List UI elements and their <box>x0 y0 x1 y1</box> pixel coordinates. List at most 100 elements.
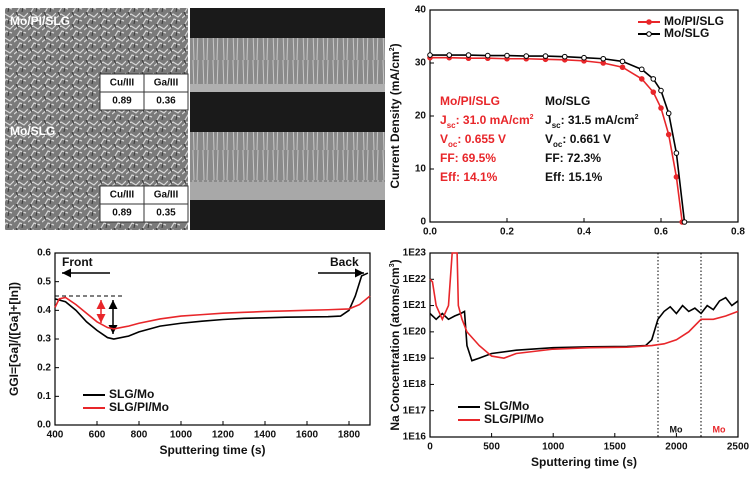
annotation: Eff: 15.1% <box>545 170 603 184</box>
legend-label: Mo/SLG <box>664 26 709 40</box>
text-part: oc <box>448 140 458 149</box>
text-part: : 0.661 V <box>562 132 611 146</box>
y-tick-label: 1E16 <box>403 432 427 443</box>
text-part: Eff: 14.1% <box>440 170 498 184</box>
annotation: Mo/SLG <box>545 94 590 108</box>
x-tick-label: 600 <box>89 430 106 441</box>
sem-cross-section <box>190 132 385 182</box>
text-part: FF: 69.5% <box>440 151 496 165</box>
table-cell: 0.36 <box>156 96 176 107</box>
table-header: Cu/III <box>110 190 135 201</box>
legend-label: SLG/Mo <box>109 387 154 401</box>
x-axis-label: Sputtering time (s) <box>159 443 265 457</box>
y-tick-label: 0.0 <box>37 420 51 431</box>
x-tick-label: 0.6 <box>654 227 668 238</box>
legend-label: SLG/PI/Mo <box>484 412 544 426</box>
point <box>619 58 626 65</box>
y-tick-label: 0.3 <box>37 334 51 345</box>
y-axis-label: GGI=[Ga]/([Ga]+[In]) <box>7 282 21 396</box>
y-tick-label: 0.1 <box>37 391 51 402</box>
point <box>638 76 645 82</box>
table-header: Ga/III <box>154 190 179 201</box>
point <box>600 55 607 62</box>
x-tick-label: 2000 <box>665 442 688 453</box>
sem-cross-section <box>190 38 385 84</box>
x-tick-label: 500 <box>483 442 500 453</box>
text-part: GGI=[Ga]/([Ga]+[In]) <box>7 282 21 396</box>
y-tick-label: 1E18 <box>403 379 427 390</box>
x-tick-label: 1000 <box>170 430 193 441</box>
point <box>673 150 680 156</box>
annotation: Voc: 0.661 V <box>545 132 611 148</box>
legend-label: Mo/PI/SLG <box>664 14 724 28</box>
text-part: oc <box>553 140 563 149</box>
legend-label: SLG/Mo <box>484 399 529 413</box>
point <box>523 53 530 59</box>
annotation: Jsc: 31.5 mA/cm2 <box>545 113 639 129</box>
text-part: ) <box>388 43 402 47</box>
point <box>665 110 672 117</box>
x-tick-label: 0.0 <box>423 227 437 238</box>
y-tick-label: 0.2 <box>37 362 51 373</box>
table-cell: 0.89 <box>112 96 132 107</box>
y-axis-label: Na Concentration (atoms/cm3) <box>388 259 402 430</box>
text-part: V <box>440 132 448 146</box>
y-tick-label: 1E17 <box>403 405 427 416</box>
text-part: 2 <box>530 114 534 121</box>
point <box>619 64 626 71</box>
point <box>673 174 680 180</box>
annotation: Mo <box>713 424 726 434</box>
point <box>658 105 664 111</box>
y-tick-label: 1E22 <box>403 274 427 285</box>
sem-table: Cu/III Ga/III 0.89 0.35 <box>99 185 189 223</box>
text-part: 2 <box>389 47 396 51</box>
text-part: 3 <box>389 263 396 267</box>
point <box>504 52 510 59</box>
sem-table: Cu/III Ga/III 0.89 0.36 <box>99 73 189 111</box>
annotation: Back <box>330 255 359 269</box>
annotation: FF: 72.3% <box>545 151 601 165</box>
y-tick-label: 0.6 <box>37 248 51 259</box>
sem-images: Mo/PI/SLG Mo/SLG Cu/III Ga/III 0.89 0.36… <box>5 8 385 230</box>
series-line <box>54 295 371 330</box>
y-tick-label: 20 <box>415 111 427 122</box>
y-tick-label: 10 <box>415 164 427 175</box>
text-part: Current Density (mA/cm <box>388 51 402 188</box>
text-part: : 31.0 mA/cm <box>456 113 530 127</box>
x-tick-label: 400 <box>47 430 64 441</box>
y-axis-label: Current Density (mA/cm2) <box>388 43 402 188</box>
annotation: Front <box>62 255 93 269</box>
plot-frame <box>429 252 739 438</box>
legend-marker <box>646 31 652 37</box>
ggi-decorations: Front Back <box>55 255 364 334</box>
text-part: Mo/PI/SLG <box>440 94 500 108</box>
annotation: Eff: 14.1% <box>440 170 498 184</box>
x-tick-label: 0.4 <box>577 227 591 238</box>
text-part: sc <box>552 121 561 130</box>
point <box>484 52 491 59</box>
x-axis-label: Sputtering time (s) <box>531 455 637 469</box>
x-tick-label: 1200 <box>212 430 235 441</box>
text-part: Mo/SLG <box>545 94 590 108</box>
x-tick-label: 1500 <box>604 442 627 453</box>
x-tick-label: 1600 <box>296 430 319 441</box>
na-decorations: Mo Mo <box>657 253 726 437</box>
text-part: ) <box>388 259 402 263</box>
text-part: Na Concentration (atoms/cm <box>388 267 402 430</box>
point <box>658 87 664 94</box>
point <box>650 76 657 82</box>
point <box>465 52 472 58</box>
point <box>638 66 645 73</box>
table-header: Cu/III <box>110 78 135 89</box>
point <box>681 219 688 225</box>
text-part: 2 <box>635 114 639 121</box>
point <box>581 54 587 61</box>
legend-marker <box>646 19 652 25</box>
x-tick-label: 0.2 <box>500 227 514 238</box>
text-part: V <box>545 132 553 146</box>
y-tick-label: 1E19 <box>403 353 427 364</box>
point <box>561 53 568 60</box>
text-part: J <box>440 113 447 127</box>
x-tick-label: 1400 <box>254 430 277 441</box>
